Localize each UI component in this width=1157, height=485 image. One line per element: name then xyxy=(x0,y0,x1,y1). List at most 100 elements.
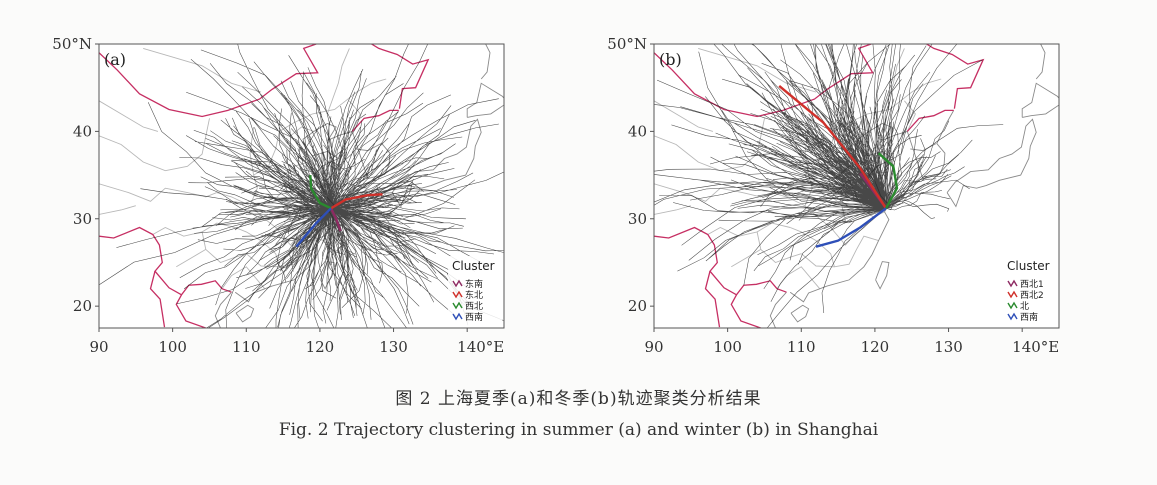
national-border xyxy=(149,271,166,328)
province-boundary xyxy=(99,100,159,132)
province-boundary xyxy=(801,235,879,268)
y-tick-label: 20 xyxy=(73,297,92,315)
cluster-mean-西南 xyxy=(815,207,887,248)
cluster-mean-东南 xyxy=(329,207,342,232)
cluster-mean-东北 xyxy=(330,193,383,210)
legend-entry: 西北 xyxy=(465,301,483,312)
province-boundary xyxy=(707,222,791,237)
cluster-mean-北 xyxy=(877,152,899,209)
province-boundary xyxy=(221,266,266,289)
national-border xyxy=(906,109,954,132)
trajectory-bundle xyxy=(654,44,1004,328)
coastline xyxy=(1035,44,1046,80)
coastline xyxy=(235,304,255,323)
trajectory-lines xyxy=(654,44,1004,328)
coastline xyxy=(480,44,491,80)
x-tick-label: 130 xyxy=(379,338,408,356)
x-tick-label: 140°E xyxy=(1012,338,1059,356)
national-border xyxy=(371,44,430,109)
national-border xyxy=(654,44,874,118)
province-boundary xyxy=(881,48,905,115)
province-boundary xyxy=(99,205,136,215)
province-boundary xyxy=(756,231,802,264)
legend-entry: 西南 xyxy=(465,311,483,323)
coastline xyxy=(875,261,890,290)
legend-swatch xyxy=(452,301,463,310)
province-boundary xyxy=(99,118,210,172)
province-boundary xyxy=(201,231,247,264)
legend-entry: 西南 xyxy=(1020,311,1038,323)
coastline xyxy=(391,118,482,208)
panel-label: (b) xyxy=(659,50,682,69)
province-boundary xyxy=(143,47,262,93)
y-tick-label: 20 xyxy=(628,297,647,315)
trajectory-lines xyxy=(99,44,504,328)
coastline xyxy=(214,291,232,328)
legend-background xyxy=(1003,256,1057,326)
legend-swatch xyxy=(452,312,463,321)
legend-entry: 北 xyxy=(1020,301,1029,312)
y-tick-label: 30 xyxy=(73,210,92,228)
national-border xyxy=(730,294,762,328)
national-border xyxy=(654,226,787,296)
x-tick-label: 120 xyxy=(861,338,890,356)
x-tick-label: 100 xyxy=(713,338,742,356)
coastline xyxy=(769,291,787,328)
national-border xyxy=(175,294,207,328)
province-boundary xyxy=(326,48,350,115)
province-boundary xyxy=(99,183,217,202)
y-tick-label: 40 xyxy=(73,122,92,140)
legend-swatch xyxy=(1007,290,1018,299)
panel-label: (a) xyxy=(104,50,126,69)
province-boundary xyxy=(867,78,942,115)
map-background xyxy=(99,44,504,328)
province-boundary xyxy=(654,205,691,215)
panel-a: (a) 90 100 110 120 130 140°E 50°N 40 30 20 Cluster 东… xyxy=(52,35,505,356)
coastline xyxy=(790,304,810,323)
province-boundary xyxy=(349,100,361,132)
trajectory-bundle xyxy=(99,44,504,328)
province-boundary xyxy=(176,249,207,268)
map-layer xyxy=(99,44,504,328)
legend-swatch xyxy=(452,279,463,288)
plot-frame xyxy=(98,43,505,329)
province-boundary xyxy=(290,126,315,137)
x-tick-label: 130 xyxy=(934,338,963,356)
y-tick-label: 30 xyxy=(628,210,647,228)
province-boundary xyxy=(312,78,387,115)
x-tick-label: 100 xyxy=(158,338,187,356)
legend-entry: 西北1 xyxy=(1020,279,1044,290)
legend-swatch xyxy=(1007,279,1018,288)
x-tick-label: 90 xyxy=(644,338,663,356)
province-boundary xyxy=(731,249,762,268)
legend-entry: 西北2 xyxy=(1020,290,1044,301)
x-tick-label: 110 xyxy=(232,338,261,356)
panel-b: (b) 90 100 110 120 130 140°E 50°N 40 30 20 Cluster 西… xyxy=(607,35,1060,356)
legend-swatch xyxy=(452,290,463,299)
y-tick-label: 50°N xyxy=(52,35,92,53)
legend-background xyxy=(448,256,502,326)
x-tick-label: 110 xyxy=(787,338,816,356)
figure-caption-english: Fig. 2 Trajectory clustering in summer (… xyxy=(278,420,879,440)
national-border xyxy=(704,271,721,328)
legend-swatch xyxy=(1007,301,1018,310)
y-tick-label: 40 xyxy=(628,122,647,140)
legend-title: Cluster xyxy=(1007,259,1050,273)
y-tick-label: 50°N xyxy=(607,35,647,53)
legend-entry: 东北 xyxy=(465,289,483,301)
coastline xyxy=(946,118,1037,208)
map-layer xyxy=(654,44,1059,328)
x-tick-label: 120 xyxy=(306,338,335,356)
cluster-mean-西南 xyxy=(295,207,332,248)
x-tick-label: 140°E xyxy=(457,338,504,356)
coastline xyxy=(466,82,504,118)
legend-entry: 东南 xyxy=(465,278,483,290)
cluster-mean-西北 xyxy=(309,175,332,210)
legend-title: Cluster xyxy=(452,259,495,273)
national-border xyxy=(99,44,319,118)
plot-frame xyxy=(653,43,1060,329)
national-border xyxy=(99,226,232,296)
national-border xyxy=(926,44,985,109)
